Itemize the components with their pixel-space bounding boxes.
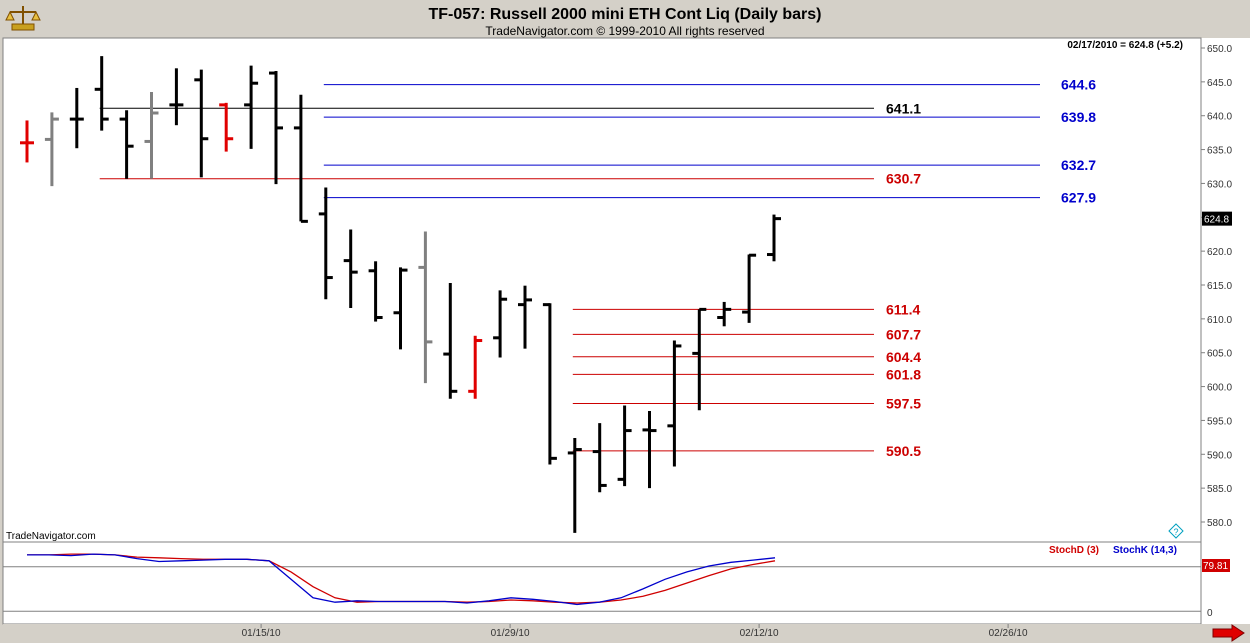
- y-tick-label: 610.0: [1207, 315, 1232, 326]
- y-tick-label: 620.0: [1207, 247, 1232, 258]
- stochastic-panel: [2, 541, 1202, 625]
- svg-text:?: ?: [1173, 527, 1178, 537]
- y-tick-label: 595.0: [1207, 416, 1232, 427]
- level-label: 607.7: [886, 326, 921, 342]
- price-axis: [1201, 38, 1250, 542]
- x-tick-label: 01/29/10: [491, 628, 530, 639]
- y-tick-label: 635.0: [1207, 146, 1232, 157]
- price-panel: [2, 37, 1202, 543]
- stochastic-lines: [3, 553, 1201, 612]
- scroll-right-arrow-icon[interactable]: [1212, 624, 1245, 642]
- stoch-series-line: [27, 553, 776, 606]
- y-tick-label: 605.0: [1207, 349, 1232, 360]
- legend-stoch-k: StochK (14,3): [1113, 545, 1177, 556]
- ohlc-bar: [293, 94, 308, 223]
- ohlc-bar: [742, 253, 757, 323]
- ohlc-bar: [692, 307, 707, 411]
- levels-layer: 644.6 641.1 639.8 632.7 630.7 627.9 611.4 607.7…: [99, 77, 1096, 459]
- level-label: 641.1: [886, 100, 921, 116]
- ohlc-bar: [194, 69, 209, 178]
- y-tick-label: 645.0: [1207, 78, 1232, 89]
- ohlc-bar: [518, 285, 532, 349]
- watermark: TradeNavigator.com: [6, 531, 96, 542]
- last-price-tag-label: 624.8: [1204, 215, 1229, 226]
- y-tick-label: 615.0: [1207, 281, 1232, 292]
- ohlc-bar: [44, 112, 59, 187]
- ohlc-bar: [542, 303, 557, 465]
- y-tick-label: 585.0: [1207, 484, 1232, 495]
- x-tick-label: 02/26/10: [989, 628, 1028, 639]
- y-tick-label: 580.0: [1207, 518, 1232, 529]
- ohlc-bar: [493, 290, 508, 358]
- y-tick-label: 600.0: [1207, 383, 1232, 394]
- level-label: 644.6: [1061, 77, 1096, 93]
- ohlc-bar: [368, 261, 383, 322]
- trade-navigator-logo: [5, 6, 41, 31]
- stoch-axis-tick-0: 0: [1207, 608, 1213, 619]
- ohlc-bar: [244, 65, 259, 149]
- ohlc-bar: [767, 214, 781, 262]
- level-label: 604.4: [886, 349, 921, 365]
- last-price-tag: [1202, 211, 1232, 226]
- ohlc-bar: [219, 102, 234, 152]
- ohlc-bar: [617, 405, 632, 487]
- y-tick-label: 590.0: [1207, 450, 1232, 461]
- ohlc-bar: [69, 87, 84, 149]
- ohlc-bar: [667, 340, 682, 467]
- level-label: 590.5: [886, 443, 921, 459]
- date-axis: [3, 624, 1250, 643]
- x-tick-label: 02/12/10: [740, 628, 779, 639]
- stochastic-axis: [1201, 542, 1250, 624]
- level-label: 601.8: [886, 366, 921, 382]
- ohlc-bar: [144, 92, 159, 179]
- level-label: 632.7: [1061, 157, 1096, 173]
- ohlc-bar: [119, 110, 134, 179]
- ohlc-bar: [717, 301, 732, 327]
- last-quote-label: 02/17/2010 = 624.8 (+5.2): [1067, 40, 1183, 51]
- level-label: 597.5: [886, 396, 921, 412]
- level-label: 630.7: [886, 171, 921, 187]
- bars-layer: [20, 56, 781, 533]
- ohlc-bar: [20, 120, 34, 163]
- level-label: 639.8: [1061, 109, 1096, 125]
- x-axis-ticks: 01/15/10 01/29/10 02/12/10 02/26/10: [242, 624, 1028, 639]
- x-tick-label: 01/15/10: [242, 628, 281, 639]
- ohlc-bar: [567, 438, 582, 533]
- header-strip: [0, 0, 1250, 38]
- ohlc-bar: [269, 71, 283, 185]
- ohlc-bar: [343, 229, 358, 309]
- level-label: 627.9: [1061, 190, 1096, 206]
- ohlc-bar: [318, 187, 333, 300]
- level-label: 611.4: [886, 301, 920, 317]
- ohlc-bar: [642, 410, 657, 489]
- help-diamond-icon[interactable]: ?: [1168, 523, 1184, 539]
- ohlc-bar: [169, 68, 184, 126]
- copyright-subtitle: TradeNavigator.com © 1999-2010 All right…: [485, 24, 764, 38]
- y-tick-label: 630.0: [1207, 179, 1232, 190]
- ohlc-bar: [393, 267, 408, 350]
- y-tick-label: 650.0: [1207, 44, 1232, 55]
- legend-stoch-d: StochD (3): [1049, 545, 1099, 556]
- chart-title: TF-057: Russell 2000 mini ETH Cont Liq (…: [429, 6, 822, 23]
- stoch-value-tag: [1202, 559, 1230, 572]
- ohlc-bar: [94, 56, 109, 131]
- ohlc-bar: [443, 282, 458, 399]
- ohlc-bar: [592, 423, 607, 493]
- y-tick-label: 640.0: [1207, 112, 1232, 123]
- ohlc-bar: [418, 231, 433, 384]
- stoch-value-tag-label: 79.81: [1203, 561, 1228, 572]
- ohlc-bar: [468, 335, 483, 399]
